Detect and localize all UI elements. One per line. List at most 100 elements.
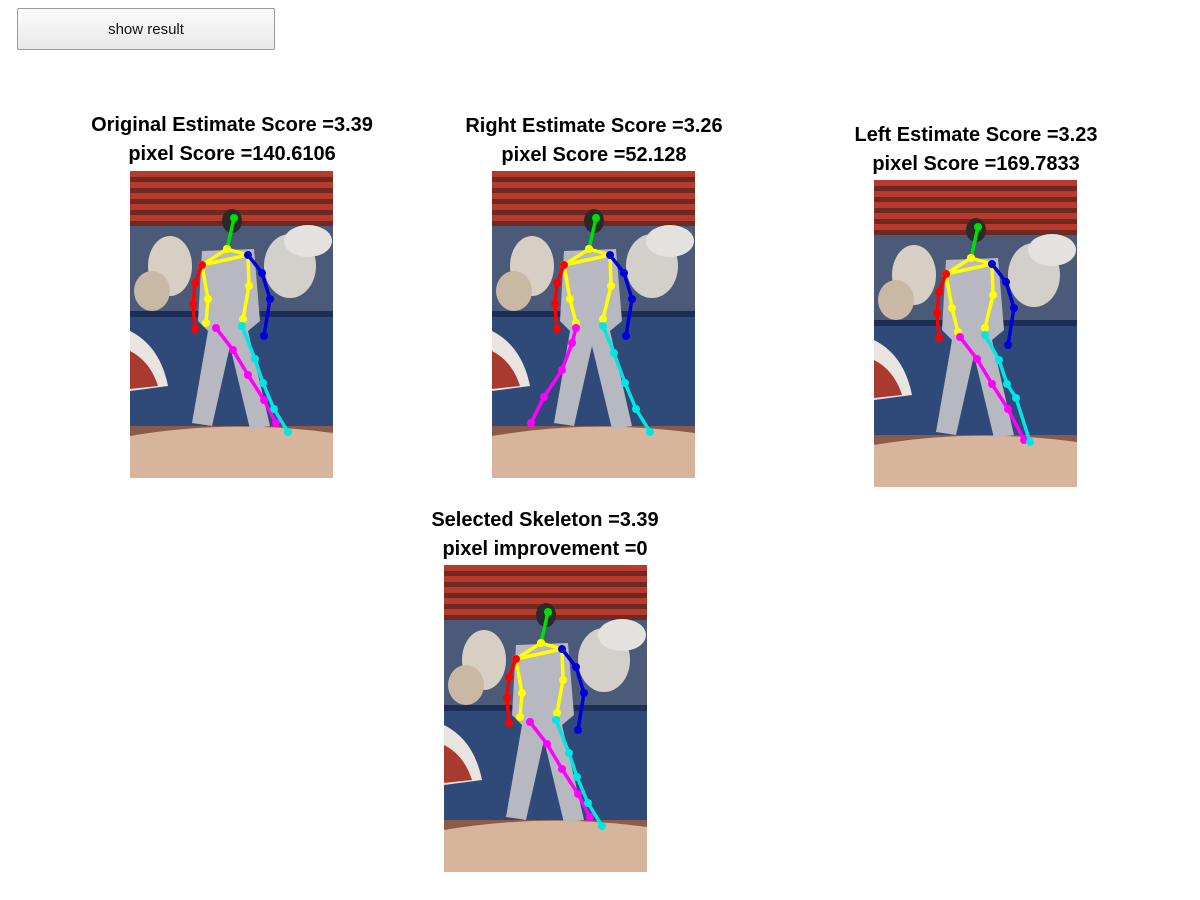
- joint-marker: [988, 380, 996, 388]
- joint-marker: [995, 356, 1003, 364]
- joint-marker: [559, 676, 567, 684]
- joint-marker: [516, 713, 524, 721]
- right-estimate-score: Right Estimate Score =3.26: [465, 115, 723, 137]
- joint-marker: [230, 214, 238, 222]
- joint-marker: [560, 261, 568, 269]
- joint-marker: [620, 269, 628, 277]
- joint-marker: [574, 726, 582, 734]
- joint-marker: [1026, 438, 1034, 446]
- joint-marker: [259, 379, 267, 387]
- right-estimate-image: [492, 171, 695, 478]
- head-limb: [969, 225, 980, 260]
- joint-marker: [245, 282, 253, 290]
- joint-marker: [622, 332, 630, 340]
- joint-marker: [606, 251, 614, 259]
- joint-marker: [628, 295, 636, 303]
- joint-marker: [505, 673, 513, 681]
- joint-marker: [544, 608, 552, 616]
- joint-marker: [646, 428, 654, 436]
- joint-marker: [565, 749, 573, 757]
- shoulder-line: [200, 253, 250, 267]
- joint-marker: [191, 279, 199, 287]
- joint-marker: [258, 269, 266, 277]
- joint-marker: [974, 223, 982, 231]
- head-limb: [225, 216, 236, 251]
- joint-marker: [552, 716, 560, 724]
- joint-marker: [948, 304, 956, 312]
- skeleton-overlay: [933, 223, 1034, 446]
- joint-marker: [191, 325, 199, 333]
- joint-marker: [505, 719, 513, 727]
- selected-skeleton-image: [444, 565, 647, 872]
- torso-limb-right: [944, 256, 973, 334]
- skeleton-overlay: [503, 608, 606, 830]
- shoulder-line: [562, 253, 612, 267]
- shoulder-line: [514, 647, 564, 661]
- head-limb: [587, 216, 598, 251]
- joint-marker: [229, 346, 237, 354]
- joint-marker: [558, 366, 566, 374]
- joint-marker: [1002, 278, 1010, 286]
- joint-marker: [558, 645, 566, 653]
- selected-pixel-improvement: pixel improvement =0: [442, 538, 648, 560]
- joint-marker: [260, 396, 268, 404]
- left-pixel-score: pixel Score =169.7833: [872, 153, 1080, 175]
- original-estimate-title: Original Estimate Score =3.39 pixel Scor…: [22, 111, 442, 169]
- joint-marker: [632, 405, 640, 413]
- joint-marker: [599, 315, 607, 323]
- shoulder-line: [944, 262, 994, 276]
- joint-marker: [942, 270, 950, 278]
- head-limb: [539, 610, 550, 645]
- left-arm-limb: [246, 253, 272, 338]
- joint-marker: [244, 371, 252, 379]
- joint-marker: [260, 332, 268, 340]
- joint-marker: [204, 295, 212, 303]
- joint-marker: [540, 393, 548, 401]
- joint-marker: [1004, 341, 1012, 349]
- show-result-button[interactable]: show result: [17, 8, 275, 50]
- original-pixel-score: pixel Score =140.6106: [128, 143, 336, 165]
- selected-skeleton-title: Selected Skeleton =3.39 pixel improvemen…: [335, 506, 755, 564]
- left-arm-limb: [560, 647, 586, 732]
- joint-marker: [537, 639, 545, 647]
- joint-marker: [512, 655, 520, 663]
- joint-marker: [543, 740, 551, 748]
- joint-marker: [270, 405, 278, 413]
- joint-marker: [503, 694, 511, 702]
- joint-marker: [558, 765, 566, 773]
- joint-marker: [212, 324, 220, 332]
- photo-background: [874, 180, 1077, 487]
- joint-marker: [239, 315, 247, 323]
- joint-marker: [935, 288, 943, 296]
- joint-marker: [607, 282, 615, 290]
- joint-marker: [202, 319, 210, 327]
- joint-marker: [574, 790, 582, 798]
- joint-marker: [1012, 394, 1020, 402]
- joint-marker: [1004, 405, 1012, 413]
- joint-marker: [553, 279, 561, 287]
- joint-marker: [238, 322, 246, 330]
- skeleton-overlay: [527, 214, 654, 436]
- joint-marker: [568, 339, 576, 347]
- joint-marker: [584, 799, 592, 807]
- joint-marker: [598, 822, 606, 830]
- joint-marker: [956, 333, 964, 341]
- left-estimate-image: [874, 180, 1077, 487]
- joint-marker: [527, 419, 535, 427]
- joint-marker: [967, 254, 975, 262]
- joint-marker: [580, 689, 588, 697]
- joint-marker: [189, 300, 197, 308]
- torso-limb-left: [539, 641, 565, 715]
- right-arm-limb: [505, 657, 518, 725]
- left-arm-limb: [608, 253, 634, 338]
- right-estimate-title: Right Estimate Score =3.26 pixel Score =…: [384, 112, 804, 170]
- joint-marker: [599, 322, 607, 330]
- joint-marker: [551, 300, 559, 308]
- joint-marker: [572, 663, 580, 671]
- joint-marker: [621, 379, 629, 387]
- joint-marker: [988, 260, 996, 268]
- photo-background: [492, 171, 695, 478]
- joint-marker: [572, 324, 580, 332]
- right-arm-limb: [191, 263, 204, 331]
- torso-limb-left: [225, 247, 251, 321]
